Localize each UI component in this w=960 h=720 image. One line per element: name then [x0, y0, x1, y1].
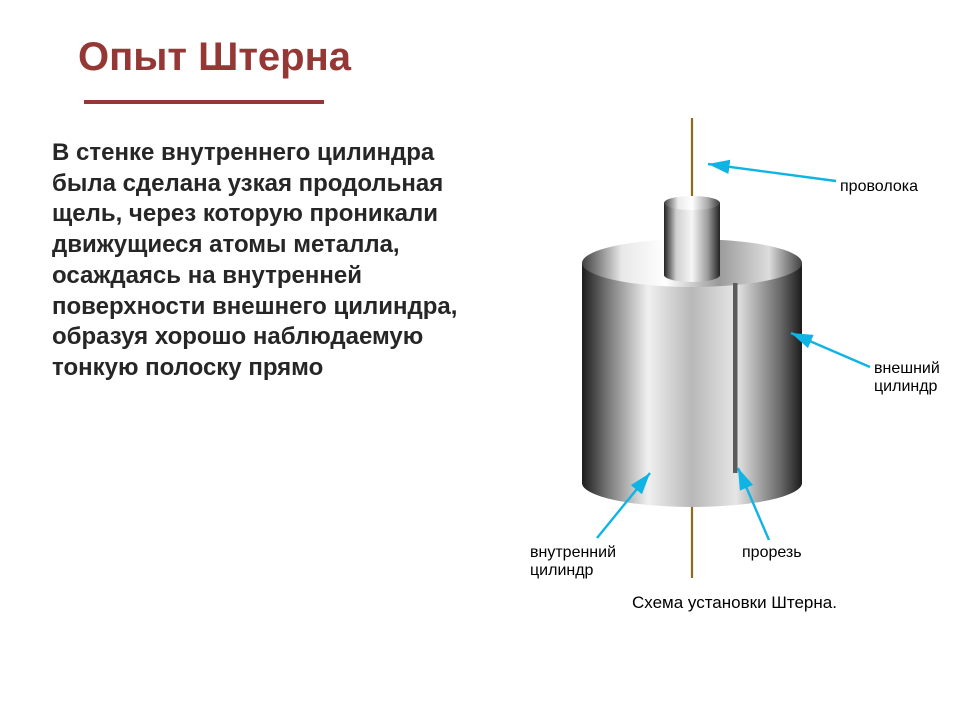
label-inner: внутреннийцилиндр [530, 544, 616, 581]
slot-line [733, 283, 738, 473]
label-slot: прорезь [742, 544, 802, 562]
title-block: Опыт Штерна [78, 36, 916, 104]
inner-cylinder-top [664, 196, 720, 210]
arrow-outer [791, 333, 870, 367]
label-outer: внешнийцилиндр [874, 360, 940, 397]
stern-diagram: проволока внешнийцилиндр внутреннийцилин… [482, 138, 916, 618]
inner-cylinder-bottom [664, 268, 720, 282]
slide-title: Опыт Штерна [78, 36, 916, 78]
content-row: В стенке внутреннего цилиндра была сдела… [44, 138, 916, 618]
arrow-wire [708, 164, 836, 181]
inner-cylinder-side [664, 203, 720, 275]
outer-cylinder-bottom [582, 459, 802, 507]
outer-cylinder-side [582, 263, 802, 483]
diagram-caption: Схема установки Штерна. [632, 593, 837, 613]
title-underline [84, 100, 324, 104]
body-paragraph: В стенке внутреннего цилиндра была сдела… [44, 138, 474, 618]
label-wire: проволока [840, 178, 918, 196]
